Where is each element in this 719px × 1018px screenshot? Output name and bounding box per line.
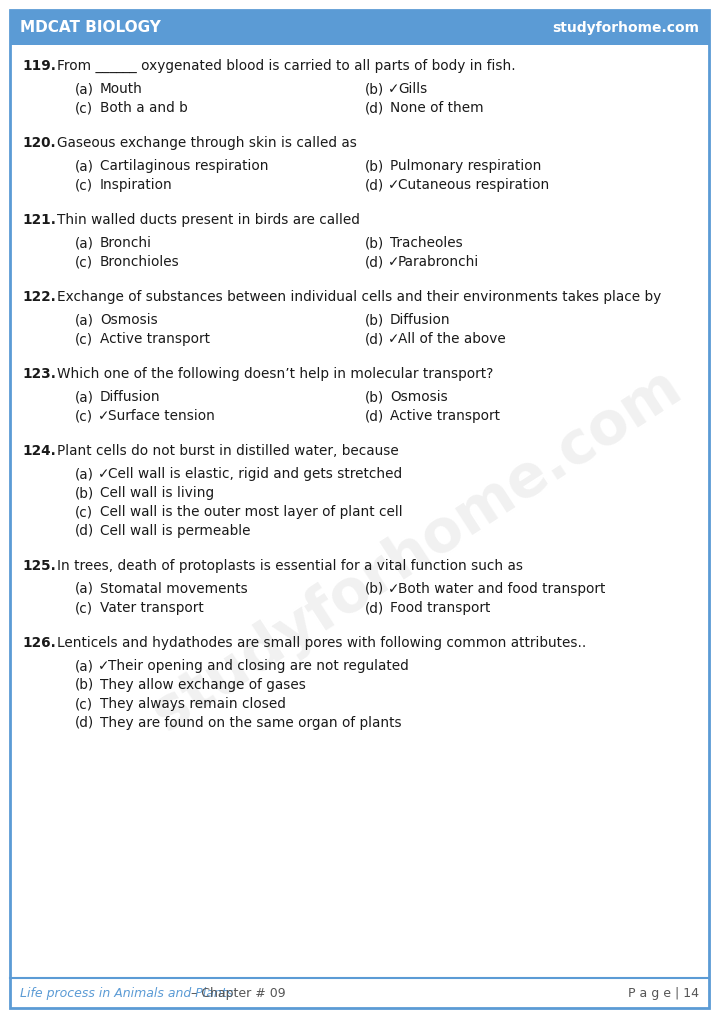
Text: Active transport: Active transport xyxy=(100,332,210,346)
Text: (a): (a) xyxy=(75,582,94,596)
Text: (a): (a) xyxy=(75,659,94,673)
Text: 119.: 119. xyxy=(22,59,56,73)
Text: 126.: 126. xyxy=(22,636,56,651)
Text: (b): (b) xyxy=(75,486,94,500)
Text: (d): (d) xyxy=(365,178,384,192)
Text: Which one of the following doesn’t help in molecular transport?: Which one of the following doesn’t help … xyxy=(57,367,493,381)
Text: Inspiration: Inspiration xyxy=(100,178,173,192)
Bar xyxy=(10,10,709,45)
Text: Cell wall is the outer most layer of plant cell: Cell wall is the outer most layer of pla… xyxy=(100,505,403,519)
Text: Cartilaginous respiration: Cartilaginous respiration xyxy=(100,159,268,173)
Text: Diffusion: Diffusion xyxy=(100,390,160,404)
Text: Cell wall is elastic, rigid and gets stretched: Cell wall is elastic, rigid and gets str… xyxy=(108,467,402,480)
Text: Cutaneous respiration: Cutaneous respiration xyxy=(398,178,549,192)
Text: (c): (c) xyxy=(75,409,93,423)
Text: Life process in Animals and Plants: Life process in Animals and Plants xyxy=(20,986,233,1000)
Text: Active transport: Active transport xyxy=(390,409,500,423)
Text: 121.: 121. xyxy=(22,213,56,227)
Text: P a g e | 14: P a g e | 14 xyxy=(628,986,699,1000)
Text: MDCAT BIOLOGY: MDCAT BIOLOGY xyxy=(20,20,161,35)
Text: (c): (c) xyxy=(75,254,93,269)
Text: Parabronchi: Parabronchi xyxy=(398,254,480,269)
Text: (d): (d) xyxy=(365,101,384,115)
Text: (a): (a) xyxy=(75,313,94,327)
Text: Surface tension: Surface tension xyxy=(108,409,215,423)
Text: Cell wall is living: Cell wall is living xyxy=(100,486,214,500)
Text: Bronchioles: Bronchioles xyxy=(100,254,180,269)
Text: From ______ oxygenated blood is carried to all parts of body in fish.: From ______ oxygenated blood is carried … xyxy=(57,59,516,73)
Text: (b): (b) xyxy=(365,82,384,96)
Text: Both water and food transport: Both water and food transport xyxy=(398,582,605,596)
Text: (a): (a) xyxy=(75,159,94,173)
Text: studyforhome.com: studyforhome.com xyxy=(142,357,692,742)
Text: Osmosis: Osmosis xyxy=(100,313,157,327)
Text: 120.: 120. xyxy=(22,136,55,150)
Text: 123.: 123. xyxy=(22,367,56,381)
Text: Stomatal movements: Stomatal movements xyxy=(100,582,248,596)
Text: (b): (b) xyxy=(365,236,384,250)
Text: 122.: 122. xyxy=(22,290,56,304)
Text: (b): (b) xyxy=(365,390,384,404)
Text: Vater transport: Vater transport xyxy=(100,601,203,615)
Text: Osmosis: Osmosis xyxy=(390,390,448,404)
Text: – Chapter # 09: – Chapter # 09 xyxy=(187,986,285,1000)
Text: Lenticels and hydathodes are small pores with following common attributes..: Lenticels and hydathodes are small pores… xyxy=(57,636,586,651)
Text: (c): (c) xyxy=(75,697,93,711)
Text: (d): (d) xyxy=(75,716,94,730)
Text: ✓: ✓ xyxy=(98,659,109,673)
Text: (c): (c) xyxy=(75,601,93,615)
Text: ✓: ✓ xyxy=(98,467,109,480)
Text: (a): (a) xyxy=(75,390,94,404)
Text: (b): (b) xyxy=(365,313,384,327)
Text: Plant cells do not burst in distilled water, because: Plant cells do not burst in distilled wa… xyxy=(57,444,399,458)
Text: Gills: Gills xyxy=(398,82,427,96)
Text: Bronchi: Bronchi xyxy=(100,236,152,250)
Text: Exchange of substances between individual cells and their environments takes pla: Exchange of substances between individua… xyxy=(57,290,661,304)
Text: (a): (a) xyxy=(75,467,94,480)
Text: 124.: 124. xyxy=(22,444,56,458)
Text: (c): (c) xyxy=(75,178,93,192)
Text: (c): (c) xyxy=(75,505,93,519)
Text: (d): (d) xyxy=(75,524,94,538)
Text: Diffusion: Diffusion xyxy=(390,313,451,327)
Text: (d): (d) xyxy=(365,409,384,423)
Text: All of the above: All of the above xyxy=(398,332,505,346)
Text: ✓: ✓ xyxy=(98,409,109,423)
Text: (c): (c) xyxy=(75,332,93,346)
Text: ✓: ✓ xyxy=(388,254,399,269)
Text: In trees, death of protoplasts is essential for a vital function such as: In trees, death of protoplasts is essent… xyxy=(57,559,523,573)
Text: None of them: None of them xyxy=(390,101,484,115)
Text: (c): (c) xyxy=(75,101,93,115)
Text: (b): (b) xyxy=(365,159,384,173)
Text: They are found on the same organ of plants: They are found on the same organ of plan… xyxy=(100,716,402,730)
Text: ✓: ✓ xyxy=(388,178,399,192)
Text: (a): (a) xyxy=(75,236,94,250)
Text: Both a and b: Both a and b xyxy=(100,101,188,115)
Text: ✓: ✓ xyxy=(388,582,399,596)
Text: They allow exchange of gases: They allow exchange of gases xyxy=(100,678,306,692)
Text: Gaseous exchange through skin is called as: Gaseous exchange through skin is called … xyxy=(57,136,357,150)
Text: Mouth: Mouth xyxy=(100,82,143,96)
Text: (d): (d) xyxy=(365,332,384,346)
Text: ✓: ✓ xyxy=(388,82,399,96)
Text: (d): (d) xyxy=(365,254,384,269)
Text: They always remain closed: They always remain closed xyxy=(100,697,286,711)
Text: Thin walled ducts present in birds are called: Thin walled ducts present in birds are c… xyxy=(57,213,360,227)
Text: Food transport: Food transport xyxy=(390,601,490,615)
Text: (b): (b) xyxy=(365,582,384,596)
Text: Their opening and closing are not regulated: Their opening and closing are not regula… xyxy=(108,659,408,673)
Text: Tracheoles: Tracheoles xyxy=(390,236,463,250)
Text: studyforhome.com: studyforhome.com xyxy=(552,20,699,35)
Text: Pulmonary respiration: Pulmonary respiration xyxy=(390,159,541,173)
Text: ✓: ✓ xyxy=(388,332,399,346)
Text: Cell wall is permeable: Cell wall is permeable xyxy=(100,524,250,538)
Text: (d): (d) xyxy=(365,601,384,615)
Text: (b): (b) xyxy=(75,678,94,692)
Text: 125.: 125. xyxy=(22,559,56,573)
Text: (a): (a) xyxy=(75,82,94,96)
